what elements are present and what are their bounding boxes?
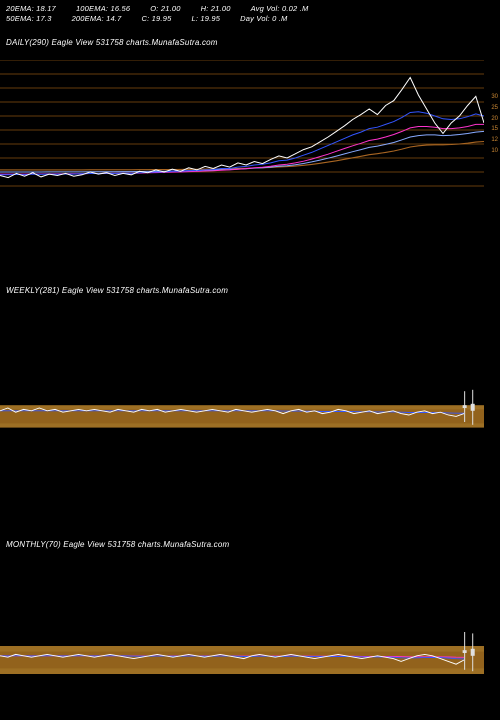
axis-tick-label: 12 bbox=[491, 137, 498, 143]
axis-tick-label: 25 bbox=[491, 105, 498, 111]
chart-daily bbox=[0, 60, 484, 200]
stat-item: L: 19.95 bbox=[191, 14, 220, 24]
chart-monthly bbox=[0, 555, 484, 695]
stat-item: 100EMA: 16.56 bbox=[76, 4, 130, 14]
stat-item: 20EMA: 18.17 bbox=[6, 4, 56, 14]
axis-labels-daily: 30 25 20 15 12 10 bbox=[491, 94, 498, 154]
axis-tick-label: 30 bbox=[491, 94, 498, 100]
stat-row-2: 50EMA: 17.3 200EMA: 14.7 C: 19.95 L: 19.95 D… bbox=[6, 14, 494, 24]
stat-item: 50EMA: 17.3 bbox=[6, 14, 52, 24]
stat-item: C: 19.95 bbox=[142, 14, 172, 24]
panel-title-weekly: WEEKLY(281) Eagle View 531758 charts.Mun… bbox=[6, 286, 228, 295]
stat-item: 200EMA: 14.7 bbox=[72, 14, 122, 24]
axis-tick-label: 20 bbox=[491, 116, 498, 122]
stat-item: O: 21.00 bbox=[150, 4, 180, 14]
stat-item: Day Vol: 0 .M bbox=[240, 14, 287, 24]
panel-title-daily: DAILY(290) Eagle View 531758 charts.Muna… bbox=[6, 38, 218, 47]
axis-tick-label: 15 bbox=[491, 126, 498, 132]
stat-item: Avg Vol: 0.02 .M bbox=[251, 4, 309, 14]
axis-tick-label: 10 bbox=[491, 148, 498, 154]
stat-row-1: 20EMA: 18.17 100EMA: 16.56 O: 21.00 H: 21.0… bbox=[6, 4, 494, 14]
chart-weekly bbox=[0, 310, 484, 450]
panel-title-monthly: MONTHLY(70) Eagle View 531758 charts.Mun… bbox=[6, 540, 229, 549]
header-stats: 20EMA: 18.17 100EMA: 16.56 O: 21.00 H: 21.0… bbox=[6, 4, 494, 24]
stat-item: H: 21.00 bbox=[201, 4, 231, 14]
